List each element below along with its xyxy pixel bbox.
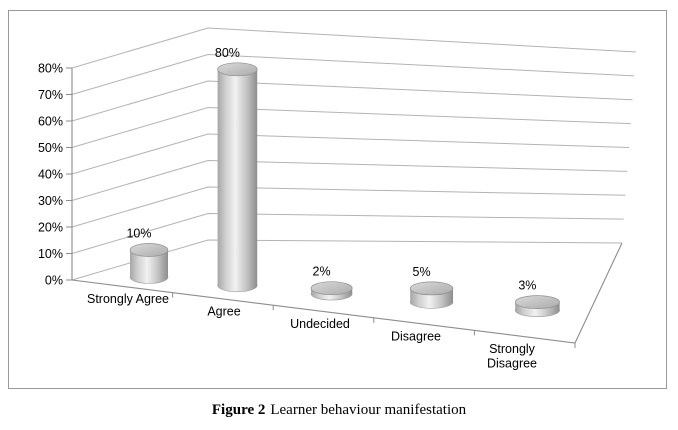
cylinder-top	[409, 281, 454, 296]
figure-caption: Figure 2 Learner behaviour manifestation	[0, 402, 678, 422]
y-tick-label: 0%	[45, 274, 63, 288]
y-tick-label: 40%	[38, 168, 63, 182]
value-label: 2%	[313, 265, 331, 279]
cylinder-bar-strongly-disagree: 3%	[514, 279, 560, 318]
category-label: Disagree	[391, 330, 441, 344]
gridline	[71, 186, 626, 228]
y-tick-label: 80%	[38, 62, 63, 76]
cylinder-body	[217, 69, 258, 286]
gridline	[71, 53, 635, 95]
gridline	[71, 133, 630, 175]
value-label: 10%	[126, 227, 151, 241]
category-label: Strongly Disagree	[487, 342, 537, 371]
cylinder-top	[310, 281, 353, 296]
category-label: Strongly Agree	[87, 292, 169, 306]
gridline	[71, 159, 628, 201]
y-tick-label: 20%	[38, 221, 63, 235]
cylinder-bar-undecided: 2%	[310, 265, 353, 301]
y-tick-label: 60%	[38, 115, 63, 129]
value-label: 3%	[518, 279, 536, 293]
y-tick-label: 30%	[38, 194, 63, 208]
gridline	[71, 27, 637, 69]
value-label: 80%	[215, 46, 240, 60]
gridline	[71, 212, 624, 254]
figure-caption-text: Learner behaviour manifestation	[270, 402, 467, 418]
category-label: Agree	[207, 305, 240, 319]
category-label: Undecided	[290, 317, 350, 331]
value-label: 5%	[413, 265, 431, 279]
y-tick-label: 70%	[38, 88, 63, 102]
gridline	[71, 80, 633, 122]
y-tick-label: 10%	[38, 247, 63, 261]
figure-caption-label: Figure 2	[211, 402, 266, 418]
floor-back-edge	[71, 239, 623, 281]
y-tick-label: 50%	[38, 141, 63, 155]
cylinder-top	[217, 62, 258, 77]
cylinder-bar-agree: 80%	[215, 46, 258, 293]
cylinder-top	[514, 295, 560, 309]
cylinder-top	[129, 243, 169, 257]
gridline	[71, 106, 631, 148]
cylinder-bar-disagree: 5%	[409, 265, 454, 309]
cylinder-bar-strongly-agree: 10%	[126, 227, 169, 284]
chart-frame	[8, 10, 667, 389]
